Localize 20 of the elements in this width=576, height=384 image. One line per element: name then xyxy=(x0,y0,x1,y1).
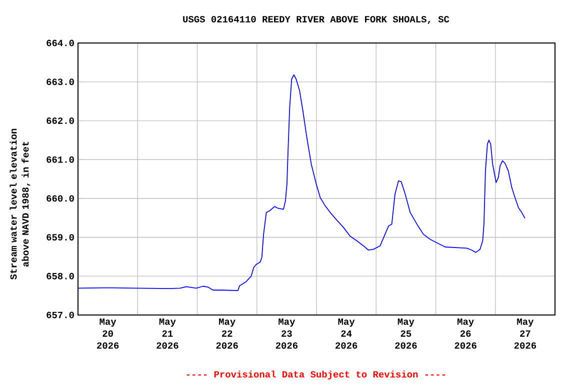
x-tick-label: May 21 2026 xyxy=(156,318,178,349)
chart-title: USGS 02164110 REEDY RIVER ABOVE FORK SHOALS, SC xyxy=(183,16,450,24)
y-tick-label: 661.0 xyxy=(46,156,74,163)
x-tick-label: May 25 2026 xyxy=(395,318,417,349)
text: ---- Provisional Data Subject to Revision ---- xyxy=(186,370,446,380)
y-axis-title: Stream water level elevation above NAVD 1988, in feet xyxy=(10,128,30,280)
y-tick-label: 657.0 xyxy=(46,312,74,318)
line-series xyxy=(78,74,526,291)
y-tick-label: 663.0 xyxy=(46,78,74,86)
x-tick-label: May 22 2026 xyxy=(216,318,238,349)
x-tick-label: May 26 2026 xyxy=(454,318,476,349)
y-tick-label: 664.0 xyxy=(46,40,74,46)
x-tick-label: May 24 2026 xyxy=(336,318,358,349)
x-tick-label: May 20 2026 xyxy=(97,318,119,349)
x-tick-label: May 27 2026 xyxy=(514,318,536,349)
y-tick-label: 658.0 xyxy=(46,272,74,280)
y-tick-label: 662.0 xyxy=(46,118,74,124)
x-tick-label: May 23 2026 xyxy=(276,318,298,349)
y-tick-label: 660.0 xyxy=(46,195,74,202)
y-tick-label: 659.0 xyxy=(46,234,74,240)
